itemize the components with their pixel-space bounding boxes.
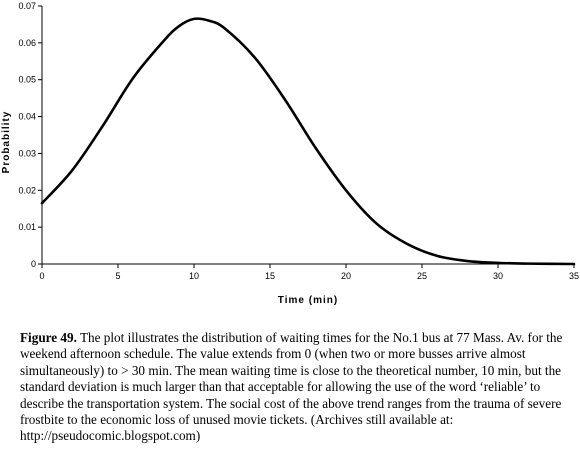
x-tick-label: 30 <box>493 271 503 281</box>
y-tick-label: 0.06 <box>18 38 36 48</box>
x-axis-ticks: 0 5 10 15 20 25 30 35 <box>39 264 579 281</box>
y-axis-ticks: 0 0.01 0.02 0.03 0.04 0.05 0.06 0.07 <box>18 1 42 269</box>
waiting-time-chart: 0 0.01 0.02 0.03 0.04 0.05 0.06 0.07 0 5 10 15 20 25… <box>1 1 579 306</box>
figure-caption-text: The plot illustrates the distribution of… <box>20 330 563 444</box>
figure-label: Figure 49. <box>20 330 77 345</box>
y-tick-label: 0.03 <box>18 148 36 158</box>
y-tick-label: 0.01 <box>18 222 36 232</box>
x-tick-label: 0 <box>39 271 44 281</box>
probability-curve <box>40 17 576 266</box>
figure-caption: Figure 49. The plot illustrates the dist… <box>20 330 568 445</box>
x-tick-label: 20 <box>341 271 351 281</box>
y-axis-label: Probability <box>1 111 12 174</box>
y-tick-label: 0.05 <box>18 75 36 85</box>
y-tick-label: 0.02 <box>18 185 36 195</box>
y-tick-label: 0.07 <box>18 1 36 11</box>
x-tick-label: 5 <box>115 271 120 281</box>
y-tick-label: 0.04 <box>18 112 36 122</box>
y-tick-label: 0 <box>31 259 36 269</box>
x-axis-label: Time (min) <box>278 295 338 306</box>
x-tick-label: 10 <box>189 271 199 281</box>
x-tick-label: 35 <box>569 271 579 281</box>
x-tick-label: 25 <box>417 271 427 281</box>
x-tick-label: 15 <box>265 271 275 281</box>
